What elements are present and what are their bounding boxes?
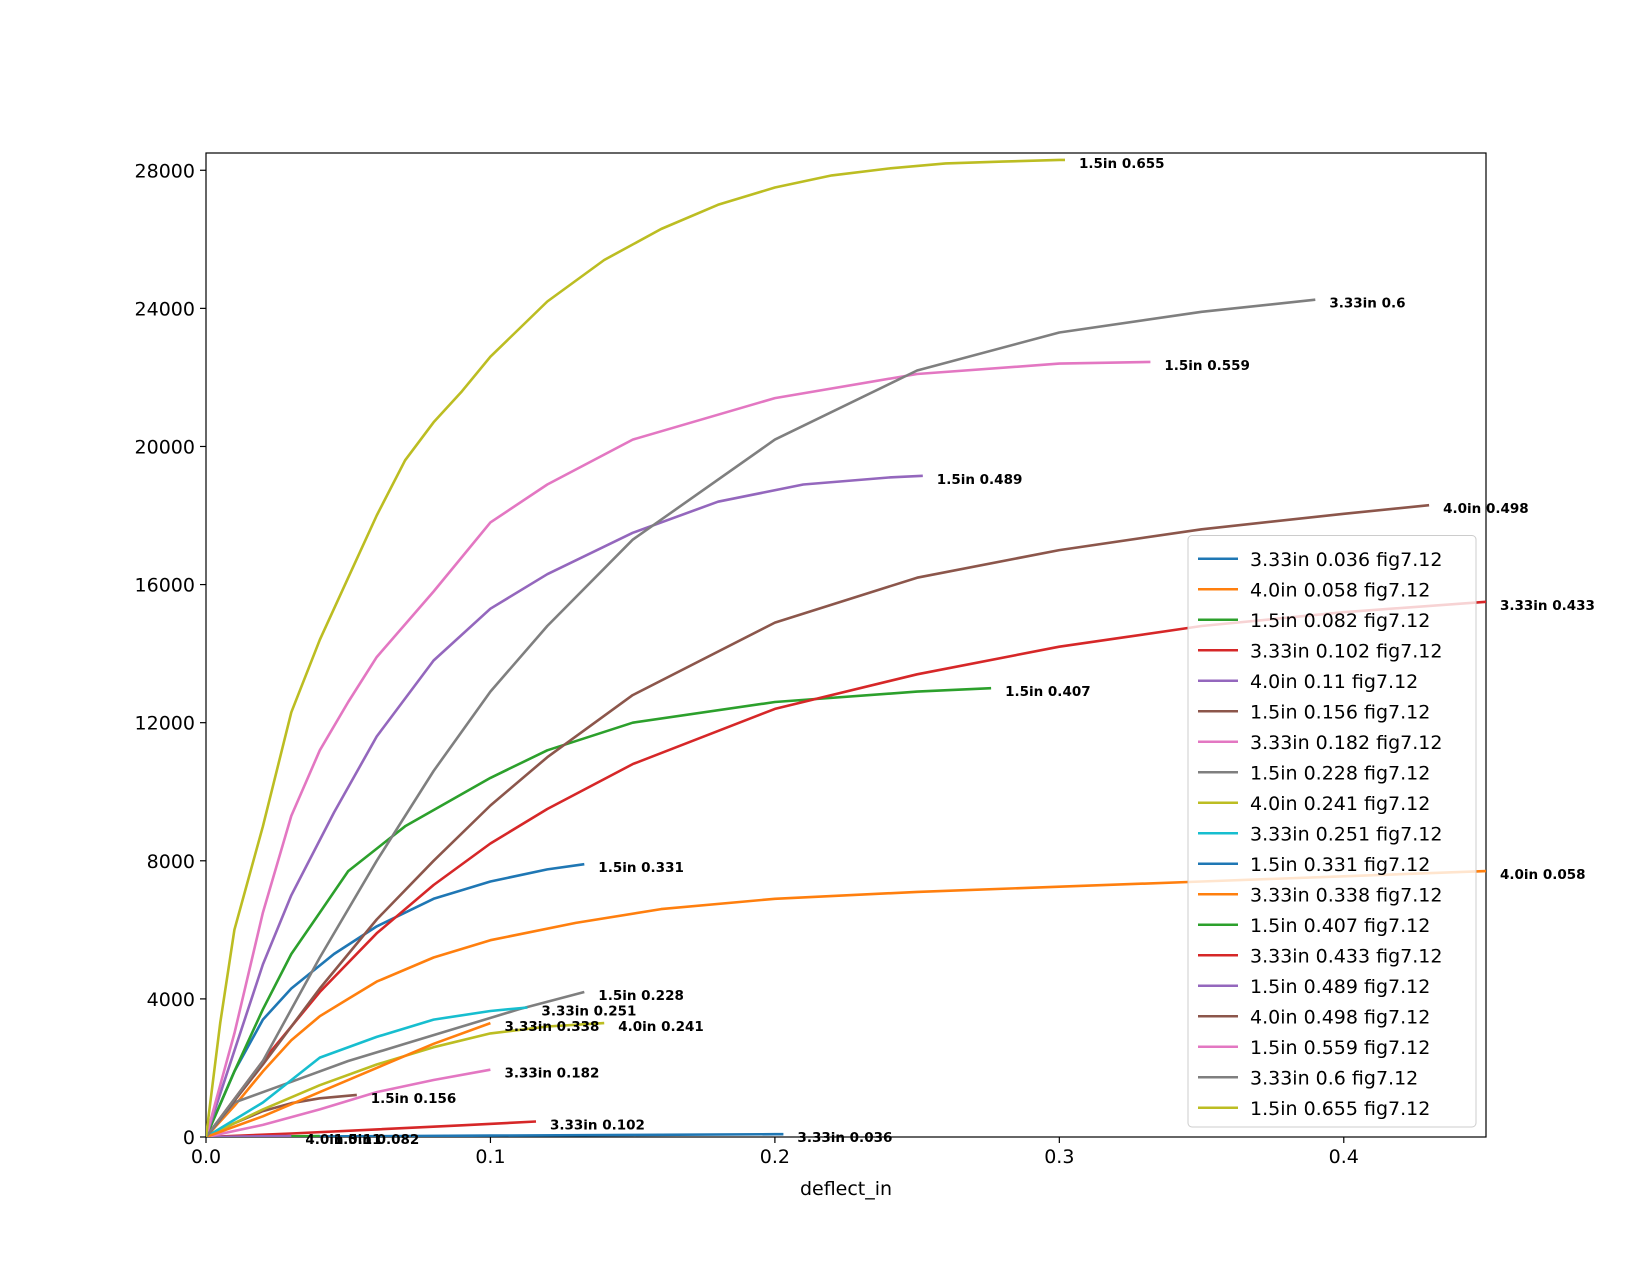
series-line-3	[206, 1120, 537, 1137]
y-tick-label: 12000	[135, 713, 195, 735]
series-end-label: 3.33in 0.338	[504, 1019, 599, 1035]
series-end-labels: 3.33in 0.036 4.0in 0.058 1.5in 0.082 3.33in…	[305, 156, 1595, 1148]
series-end-label: 1.5in 0.559	[1164, 358, 1250, 374]
series-line-1	[206, 869, 1486, 1137]
legend-entry: 3.33in 0.6 fig7.12	[1250, 1067, 1418, 1089]
series-end-label: 1.5in 0.228	[598, 988, 684, 1004]
y-axis: 0 4000 8000 12000 16000 20000 24000 28000	[135, 160, 206, 1149]
series-line-6	[206, 1068, 491, 1137]
legend-box	[1187, 535, 1477, 1128]
series-line-13	[206, 600, 1486, 1137]
legend-entry: 3.33in 0.182 fig7.12	[1250, 732, 1442, 754]
series-line-14	[206, 474, 923, 1137]
series-end-label: 1.5in 0.489	[937, 472, 1023, 488]
series-end-label: 1.5in 0.082	[334, 1132, 420, 1148]
legend-entry: 4.0in 0.241 fig7.12	[1250, 793, 1430, 815]
legend-entry: 3.33in 0.102 fig7.12	[1250, 640, 1442, 662]
series-line-10	[206, 862, 585, 1137]
x-tick-label: 0.4	[1329, 1146, 1359, 1168]
series-end-label: 3.33in 0.102	[550, 1117, 645, 1133]
series-end-label: 3.33in 0.036	[797, 1130, 892, 1146]
legend-entry: 3.33in 0.433 fig7.12	[1250, 945, 1442, 967]
x-tick-label: 0.0	[191, 1146, 221, 1168]
series-line-15	[206, 503, 1430, 1137]
legend-entry: 3.33in 0.036 fig7.12	[1250, 549, 1442, 571]
legend-entry: 1.5in 0.082 fig7.12	[1250, 610, 1430, 632]
legend-entry: 4.0in 0.058 fig7.12	[1250, 579, 1430, 601]
series-line-0	[206, 1132, 784, 1137]
legend-entry: 1.5in 0.655 fig7.12	[1250, 1098, 1430, 1120]
series-line-7	[206, 990, 585, 1137]
legend-entry: 1.5in 0.331 fig7.12	[1250, 854, 1430, 876]
legend-entry: 1.5in 0.228 fig7.12	[1250, 762, 1430, 784]
series-lines	[206, 158, 1486, 1137]
series-line-18	[206, 158, 1065, 1137]
series-end-label: 1.5in 0.331	[598, 860, 684, 876]
series-line-12	[206, 686, 992, 1137]
series-line-4	[206, 1134, 292, 1137]
legend-entry: 3.33in 0.338 fig7.12	[1250, 884, 1442, 906]
legend-entry: 1.5in 0.559 fig7.12	[1250, 1037, 1430, 1059]
series-end-label: 3.33in 0.6	[1329, 296, 1405, 312]
x-axis: 0.0 0.1 0.2 0.3 0.4	[191, 1137, 1359, 1168]
x-tick-label: 0.2	[760, 1146, 790, 1168]
legend-entry: 4.0in 0.11 fig7.12	[1250, 671, 1418, 693]
legend-entry: 1.5in 0.156 fig7.12	[1250, 701, 1430, 723]
series-end-label: 4.0in 0.241	[618, 1019, 704, 1035]
series-line-11	[206, 1021, 491, 1137]
y-tick-label: 0	[183, 1127, 195, 1149]
series-end-label: 3.33in 0.182	[504, 1066, 599, 1082]
legend: 3.33in 0.036 fig7.12 4.0in 0.058 fig7.12 1…	[1187, 535, 1477, 1128]
series-line-9	[206, 1006, 528, 1137]
series-line-16	[206, 360, 1151, 1137]
y-tick-label: 16000	[135, 575, 195, 597]
series-end-label: 3.33in 0.251	[541, 1004, 636, 1020]
series-end-label: 4.0in 0.11	[305, 1132, 381, 1148]
x-tick-label: 0.3	[1044, 1146, 1074, 1168]
y-tick-label: 20000	[135, 436, 195, 458]
legend-entry: 1.5in 0.489 fig7.12	[1250, 976, 1430, 998]
y-tick-label: 4000	[147, 989, 195, 1011]
series-end-label: 3.33in 0.433	[1500, 598, 1595, 614]
series-end-label: 1.5in 0.156	[371, 1091, 457, 1107]
series-end-label: 4.0in 0.058	[1500, 867, 1586, 883]
legend-entry: 3.33in 0.251 fig7.12	[1250, 823, 1442, 845]
series-line-17	[206, 298, 1316, 1137]
x-axis-label: deflect_in	[800, 1178, 892, 1200]
x-tick-label: 0.1	[475, 1146, 505, 1168]
series-end-label: 1.5in 0.655	[1079, 156, 1165, 172]
y-tick-label: 8000	[147, 851, 195, 873]
series-end-label: 4.0in 0.498	[1443, 501, 1529, 517]
plot-frame	[205, 152, 1487, 1138]
y-tick-label: 28000	[135, 160, 195, 182]
legend-entry: 1.5in 0.407 fig7.12	[1250, 915, 1430, 937]
legend-entry: 4.0in 0.498 fig7.12	[1250, 1006, 1430, 1028]
y-tick-label: 24000	[135, 298, 195, 320]
series-end-label: 1.5in 0.407	[1005, 684, 1091, 700]
